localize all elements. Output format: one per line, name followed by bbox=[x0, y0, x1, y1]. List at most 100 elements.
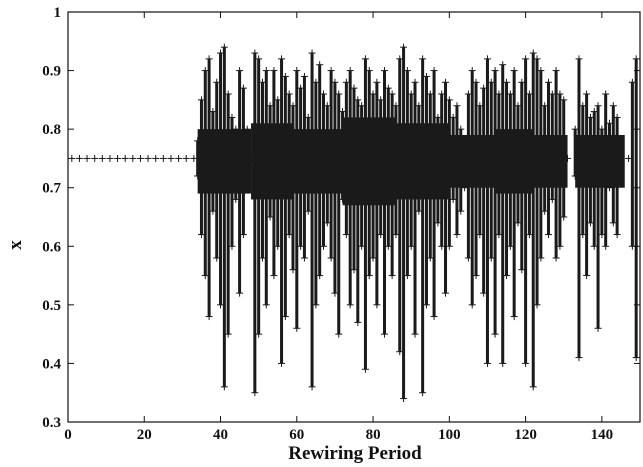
data-point-84 bbox=[323, 219, 331, 227]
data-point-19 bbox=[197, 231, 205, 239]
x-tick-label-40: 40 bbox=[213, 427, 228, 443]
data-point-26 bbox=[209, 108, 217, 116]
y-tick-label-2: 0.5 bbox=[42, 298, 61, 314]
data-point-67 bbox=[289, 102, 297, 110]
data-point-72 bbox=[300, 254, 308, 262]
x-tick-label-100: 100 bbox=[438, 427, 461, 443]
data-point-204 bbox=[552, 254, 560, 262]
data-point-141 bbox=[430, 67, 438, 75]
data-point-185 bbox=[514, 102, 522, 110]
data-point-74 bbox=[304, 207, 312, 215]
data-point-184 bbox=[514, 219, 522, 227]
data-point-180 bbox=[506, 242, 514, 250]
data-point-104 bbox=[361, 365, 369, 373]
data-point-7 bbox=[121, 154, 129, 162]
data-point-69 bbox=[293, 67, 301, 75]
data-point-208 bbox=[560, 213, 568, 221]
data-point-29 bbox=[217, 301, 225, 309]
data-point-155 bbox=[457, 125, 465, 133]
data-point-119 bbox=[388, 90, 396, 98]
data-point-162 bbox=[472, 272, 480, 280]
data-point-73 bbox=[300, 72, 308, 80]
data-point-32 bbox=[220, 43, 228, 51]
data-point-37 bbox=[232, 195, 240, 203]
x-axis-ticks: 0 20 40 60 80 100 120 140 bbox=[64, 12, 613, 443]
y-tick-label-0: 0.3 bbox=[42, 415, 61, 431]
data-point-103 bbox=[358, 102, 366, 110]
data-point-78 bbox=[312, 301, 320, 309]
data-point-228 bbox=[602, 90, 610, 98]
data-point-94 bbox=[342, 231, 350, 239]
data-point-186 bbox=[518, 266, 526, 274]
data-point-75 bbox=[304, 113, 312, 121]
data-point-23 bbox=[205, 313, 213, 321]
data-point-54 bbox=[266, 213, 274, 221]
data-point-27 bbox=[213, 254, 221, 262]
data-point-127 bbox=[403, 67, 411, 75]
data-point-100 bbox=[354, 318, 362, 326]
data-point-219 bbox=[586, 219, 594, 227]
data-point-80 bbox=[316, 272, 324, 280]
data-point-150 bbox=[449, 195, 457, 203]
data-point-66 bbox=[289, 266, 297, 274]
data-point-195 bbox=[533, 55, 541, 63]
data-point-122 bbox=[396, 348, 404, 356]
data-point-115 bbox=[381, 67, 389, 75]
data-point-87 bbox=[327, 67, 335, 75]
data-point-152 bbox=[453, 231, 461, 239]
data-point-140 bbox=[430, 313, 438, 321]
y-tick-label-7: 1 bbox=[54, 5, 62, 21]
data-point-222 bbox=[590, 108, 598, 116]
data-point-77 bbox=[308, 49, 316, 57]
x-tick-label-60: 60 bbox=[289, 427, 304, 443]
data-point-92 bbox=[339, 195, 347, 203]
data-point-2 bbox=[83, 154, 91, 162]
data-point-50 bbox=[258, 254, 266, 262]
data-point-153 bbox=[453, 102, 461, 110]
data-point-43 bbox=[243, 172, 251, 180]
data-point-218 bbox=[583, 90, 591, 98]
x-axis-label: Rewiring Period bbox=[288, 443, 422, 464]
data-point-53 bbox=[262, 67, 270, 75]
data-point-25 bbox=[209, 207, 217, 215]
data-point-147 bbox=[442, 78, 450, 86]
data-point-196 bbox=[537, 254, 545, 262]
data-point-112 bbox=[377, 231, 385, 239]
data-point-217 bbox=[583, 272, 591, 280]
data-point-137 bbox=[422, 72, 430, 80]
dense-band-7 bbox=[533, 135, 568, 188]
data-point-227 bbox=[602, 242, 610, 250]
data-point-190 bbox=[525, 231, 533, 239]
data-point-113 bbox=[377, 96, 385, 104]
data-point-118 bbox=[388, 272, 396, 280]
data-point-148 bbox=[445, 242, 453, 250]
data-point-83 bbox=[319, 90, 327, 98]
data-point-61 bbox=[278, 55, 286, 63]
data-point-167 bbox=[480, 84, 488, 92]
data-point-131 bbox=[411, 78, 419, 86]
data-point-212 bbox=[571, 125, 579, 133]
data-point-97 bbox=[346, 67, 354, 75]
data-point-22 bbox=[201, 67, 209, 75]
data-point-220 bbox=[586, 113, 594, 121]
data-point-28 bbox=[213, 78, 221, 86]
data-point-134 bbox=[419, 389, 427, 397]
data-point-47 bbox=[251, 49, 259, 57]
data-point-16 bbox=[190, 154, 198, 162]
data-point-201 bbox=[544, 78, 552, 86]
data-point-213 bbox=[575, 354, 583, 362]
data-point-11 bbox=[152, 154, 160, 162]
data-point-111 bbox=[373, 78, 381, 86]
data-points bbox=[68, 43, 640, 403]
data-point-139 bbox=[426, 90, 434, 98]
data-point-86 bbox=[327, 254, 335, 262]
data-point-85 bbox=[323, 102, 331, 110]
data-point-35 bbox=[228, 242, 236, 250]
data-point-93 bbox=[339, 108, 347, 116]
data-point-203 bbox=[548, 90, 556, 98]
data-point-51 bbox=[258, 78, 266, 86]
data-point-71 bbox=[297, 84, 305, 92]
data-point-65 bbox=[285, 90, 293, 98]
data-point-175 bbox=[495, 90, 503, 98]
